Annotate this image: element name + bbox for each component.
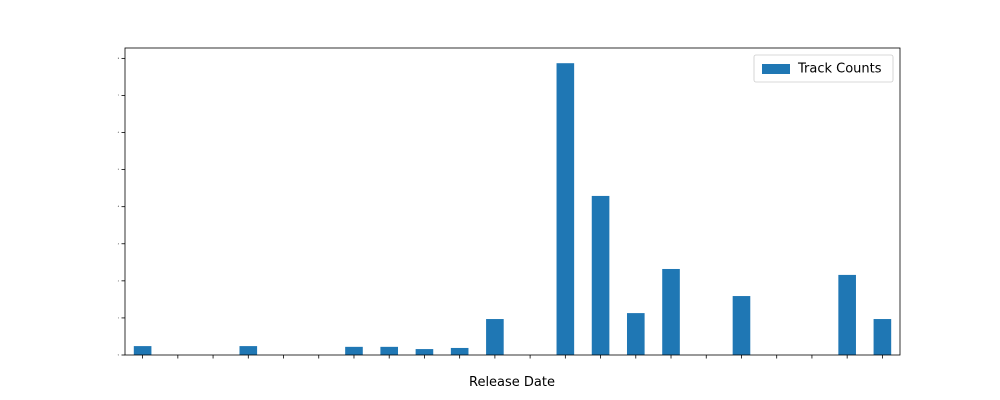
x-axis-label: Release Date xyxy=(469,375,555,390)
bar xyxy=(415,349,434,355)
bar xyxy=(591,195,610,355)
plot-frame xyxy=(124,47,901,356)
bar xyxy=(345,346,363,355)
bar xyxy=(626,313,645,355)
bar xyxy=(838,274,856,355)
bar xyxy=(486,319,504,355)
legend-box xyxy=(753,54,894,83)
y-tick-label: 4 xyxy=(118,206,120,208)
bar xyxy=(873,319,892,355)
y-tick-label: 2 xyxy=(118,280,120,282)
y-tick-label: 3 xyxy=(118,243,120,245)
y-tick-label: 6 xyxy=(118,132,120,134)
bar xyxy=(380,346,399,355)
y-tick-label: 0 xyxy=(118,355,120,357)
legend-swatch xyxy=(762,64,790,74)
bar xyxy=(239,346,258,355)
legend-label: Track Counts xyxy=(797,62,882,77)
bar xyxy=(450,347,469,355)
bar xyxy=(662,268,680,355)
bar xyxy=(133,346,152,355)
y-tick-label: 7 xyxy=(118,95,120,97)
y-tick-label: 5 xyxy=(118,169,120,171)
y-tick-label: 1 xyxy=(118,317,120,319)
y-tick-label: 8 xyxy=(118,58,120,60)
bar xyxy=(732,296,751,355)
bar xyxy=(556,63,575,355)
